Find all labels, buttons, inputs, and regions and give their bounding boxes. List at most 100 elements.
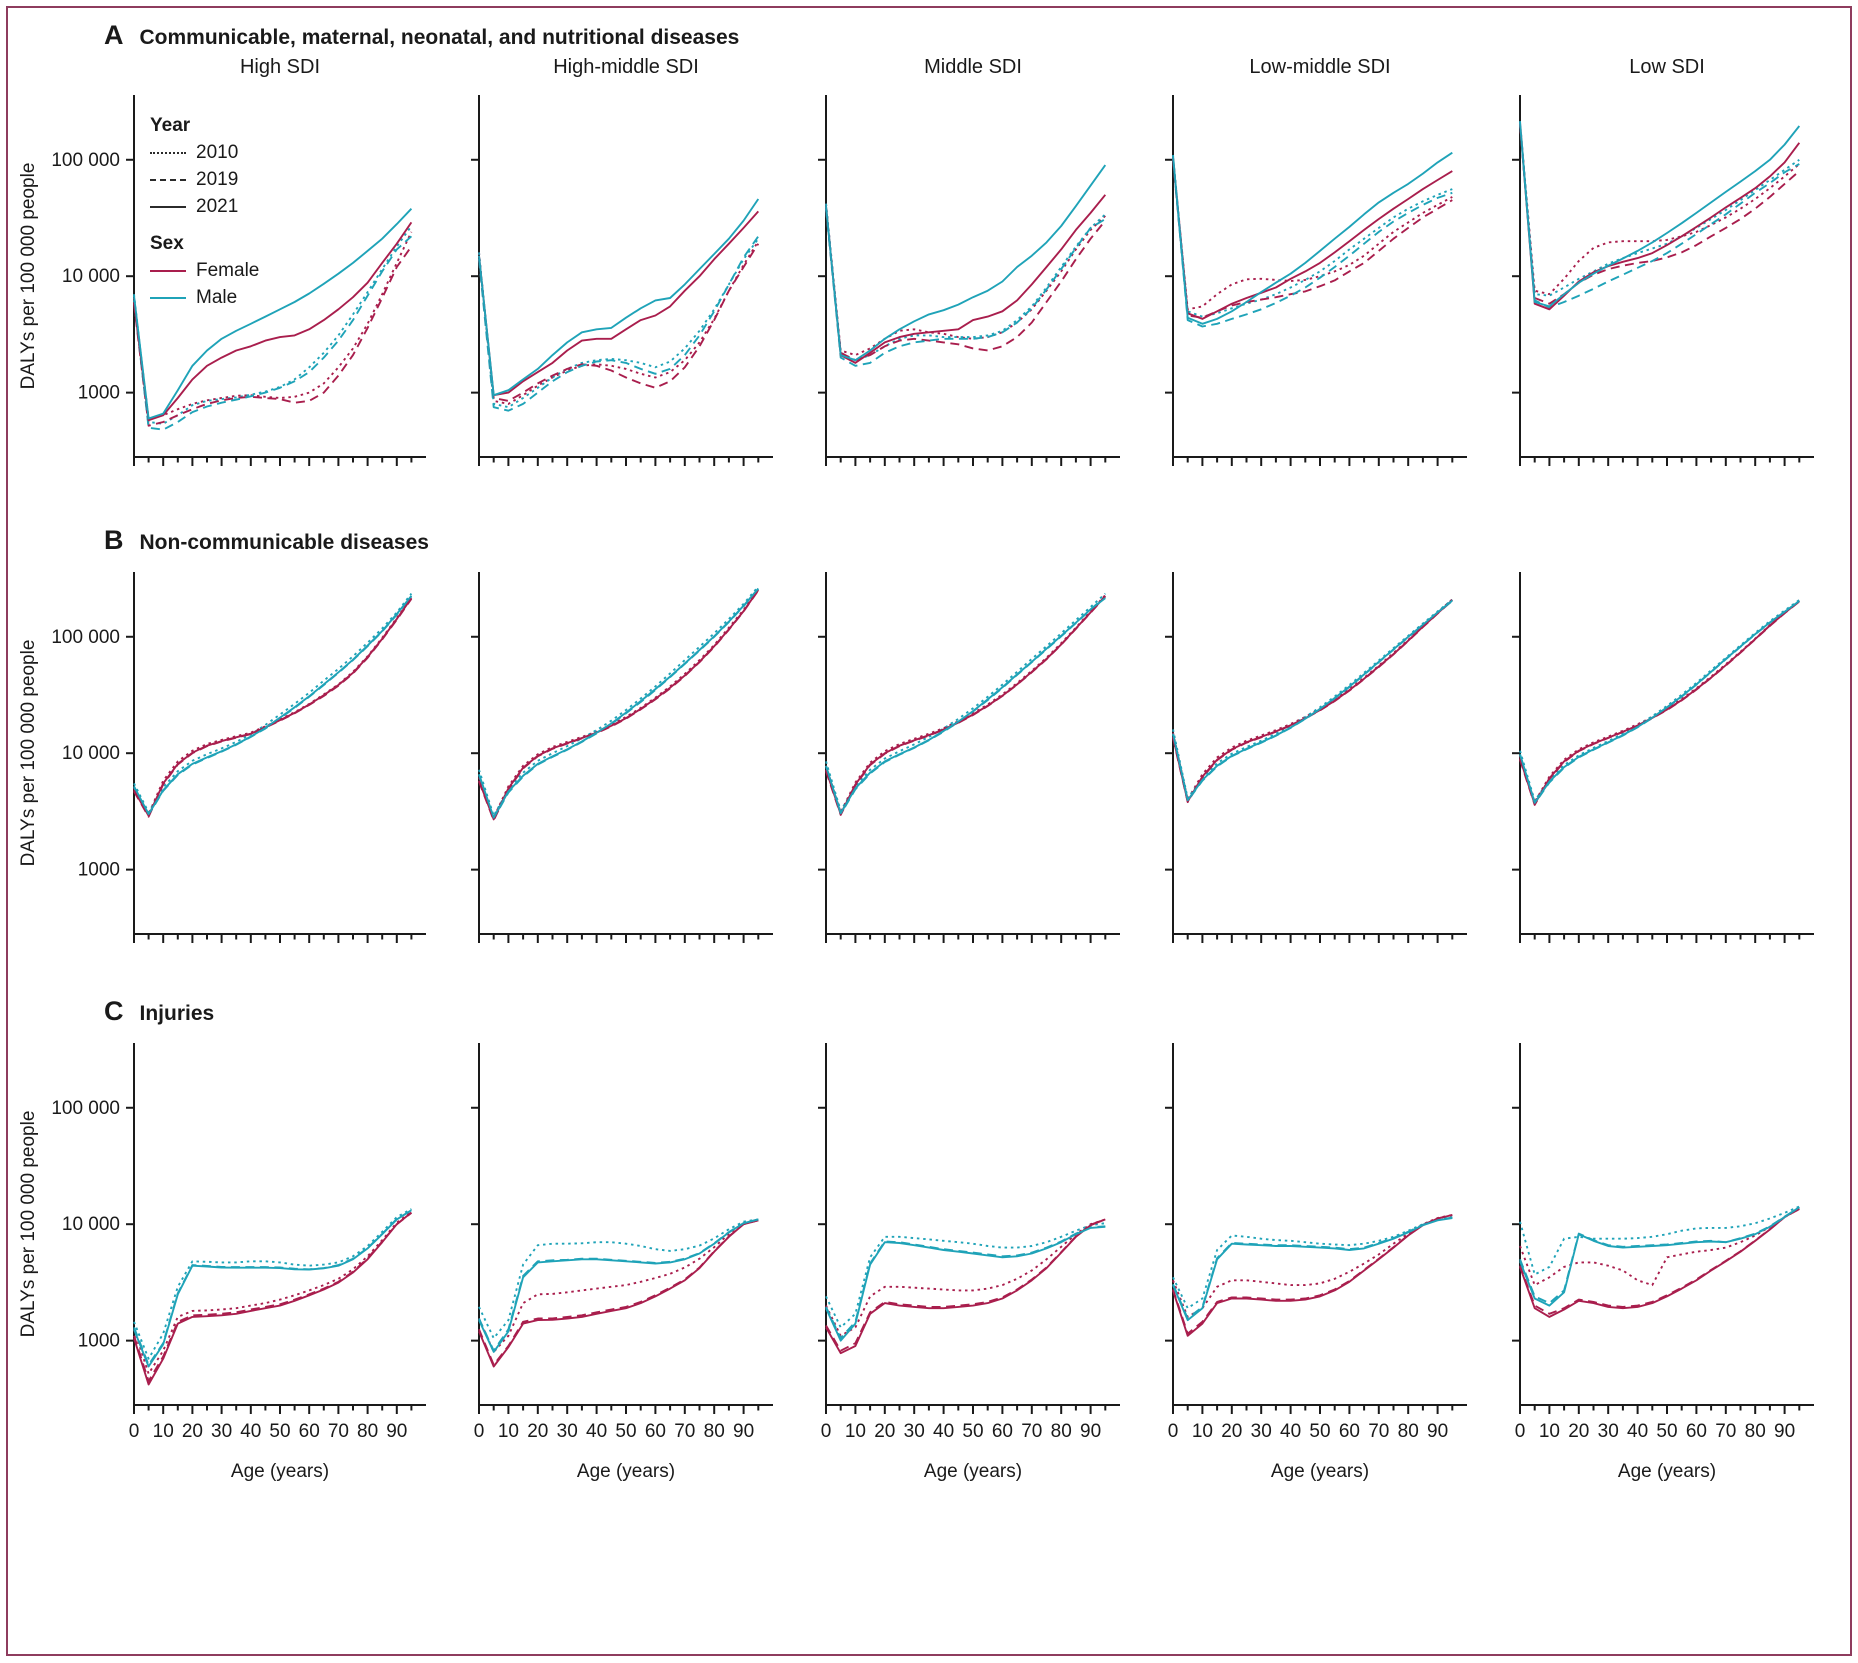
x-tick-label: 90 <box>386 1421 407 1442</box>
x-tick-label: 10 <box>498 1421 519 1442</box>
x-tick-label: 50 <box>615 1421 636 1442</box>
series-female-2021 <box>825 1218 1106 1355</box>
chart-panel-b5-low-sdi <box>1512 572 1814 943</box>
chart-panel-c4-low-middle-sdi: 0 10 20 30 40 50 60 70 80 90 Age (years) <box>1165 1043 1467 1482</box>
x-tick-label: 20 <box>1568 1421 1589 1442</box>
x-tick-label: 30 <box>1598 1421 1619 1442</box>
series-male-2010 <box>825 592 1106 812</box>
series-male-2010 <box>1519 121 1800 297</box>
x-tick-label: 50 <box>1656 1421 1677 1442</box>
column-title: Low SDI <box>1629 56 1705 78</box>
series-female-2021 <box>478 1219 759 1368</box>
series-female-2010 <box>133 597 413 816</box>
section-b-letter: B <box>104 525 124 555</box>
y-tick-label: 100 000 <box>51 627 120 648</box>
x-tick-label: 30 <box>211 1421 232 1442</box>
series-male-2021 <box>1519 122 1801 308</box>
x-tick-label: 60 <box>1339 1421 1360 1442</box>
panel-row-a: High SDI 1000 10 000 100 000 DALYs per 100 0… <box>14 51 1850 513</box>
series-female-2021 <box>133 597 413 817</box>
x-tick-label: 90 <box>1774 1421 1795 1442</box>
y-tick-label: 100 000 <box>51 1098 120 1119</box>
x-tick-label: 0 <box>474 1421 485 1442</box>
dotted-line-sample <box>150 151 186 154</box>
y-tick-label: 1000 <box>78 383 120 404</box>
chart-panel-c5-low-sdi: 0 10 20 30 40 50 60 70 80 90 Age (years) <box>1512 1043 1814 1482</box>
x-tick-label: 50 <box>269 1421 290 1442</box>
legend-item-2019: 2019 <box>150 166 259 193</box>
x-axis-title: Age (years) <box>924 1461 1022 1482</box>
legend-label-2010: 2010 <box>196 142 239 163</box>
x-axis-title: Age (years) <box>1271 1461 1369 1482</box>
series-female-2019 <box>478 589 760 822</box>
x-tick-label: 10 <box>1192 1421 1213 1442</box>
x-tick-label: 80 <box>1051 1421 1072 1442</box>
y-tick-label: 10 000 <box>62 266 120 287</box>
column-title: High SDI <box>240 56 320 78</box>
series-female-2019 <box>1172 599 1453 804</box>
x-tick-label: 90 <box>733 1421 754 1442</box>
x-tick-label: 20 <box>182 1421 203 1442</box>
column-title: Middle SDI <box>924 56 1022 78</box>
legend-item-2010: 2010 <box>150 139 259 166</box>
section-b-title: Non-communicable diseases <box>139 531 429 554</box>
series-female-2019 <box>825 595 1107 816</box>
section-ncd: B Non-communicable diseases 1000 10 000 10… <box>8 525 1850 984</box>
series-female-2010 <box>1519 122 1800 296</box>
x-tick-label: 30 <box>904 1421 925 1442</box>
chart-panel-a1-high-sdi: High SDI 1000 10 000 100 000 DALYs per 100 0… <box>18 56 426 466</box>
series-male-2021 <box>825 597 1106 815</box>
section-c-title: Injuries <box>139 1002 215 1025</box>
x-tick-label: 70 <box>1368 1421 1389 1442</box>
series-female-2021 <box>1172 599 1453 803</box>
x-tick-label: 30 <box>557 1421 578 1442</box>
x-tick-label: 90 <box>1427 1421 1448 1442</box>
series-female-2021 <box>825 194 1107 364</box>
series-male-2010 <box>133 1208 412 1360</box>
series-male-2019 <box>1172 157 1453 328</box>
x-tick-label: 70 <box>1715 1421 1736 1442</box>
x-tick-label: 50 <box>1309 1421 1330 1442</box>
series-male-2010 <box>133 225 413 425</box>
series-male-2021 <box>133 1209 412 1368</box>
series-male-2010 <box>1519 1205 1800 1276</box>
x-tick-label: 40 <box>1280 1421 1301 1442</box>
series-female-2010 <box>1519 1208 1800 1287</box>
series-female-2010 <box>825 203 1106 357</box>
series-female-2019 <box>1519 1208 1800 1315</box>
chart-panel-a3-middle-sdi: Middle SDI <box>818 56 1120 466</box>
series-female-2019 <box>133 1212 412 1382</box>
y-axis-title: DALYs per 100 000 people <box>18 1111 39 1338</box>
series-male-2021 <box>133 208 413 420</box>
series-male-2021 <box>478 1218 759 1353</box>
series-female-2019 <box>825 208 1107 362</box>
series-female-2010 <box>825 594 1107 814</box>
series-female-2021 <box>1172 1214 1453 1337</box>
x-tick-label: 70 <box>328 1421 349 1442</box>
x-tick-label: 0 <box>1515 1421 1526 1442</box>
chart-panel-a2-high-middle-sdi: High-middle SDI <box>471 56 773 466</box>
x-tick-label: 60 <box>299 1421 320 1442</box>
legend-sex-title: Sex <box>150 233 184 254</box>
x-tick-label: 0 <box>129 1421 140 1442</box>
series-female-2021 <box>1519 600 1800 806</box>
legend-label-male: Male <box>196 287 238 308</box>
male-line-sample <box>150 296 186 299</box>
solid-line-sample <box>150 205 186 208</box>
series-female-2019 <box>478 243 760 402</box>
x-tick-label: 10 <box>153 1421 174 1442</box>
x-tick-label: 10 <box>845 1421 866 1442</box>
series-male-2019 <box>478 588 760 820</box>
chart-panel-c3-middle-sdi: 0 10 20 30 40 50 60 70 80 90 Age (years) <box>818 1043 1120 1482</box>
series-male-2010 <box>1172 154 1453 318</box>
chart-panel-c1-high-sdi: 1000 10 000 100 000 DALYs per 100 000 peopl… <box>18 1043 426 1482</box>
chart-panel-b4-low-middle-sdi <box>1165 572 1467 943</box>
series-male-2021 <box>1172 599 1453 802</box>
x-tick-label: 0 <box>821 1421 832 1442</box>
legend-label-2021: 2021 <box>196 196 239 217</box>
panel-row-b: 1000 10 000 100 000 DALYs per 100 000 peopl… <box>14 556 1850 984</box>
x-tick-label: 40 <box>1627 1421 1648 1442</box>
dashed-line-sample <box>150 178 186 181</box>
legend-item-female: Female <box>150 257 259 284</box>
series-female-2021 <box>825 595 1107 816</box>
